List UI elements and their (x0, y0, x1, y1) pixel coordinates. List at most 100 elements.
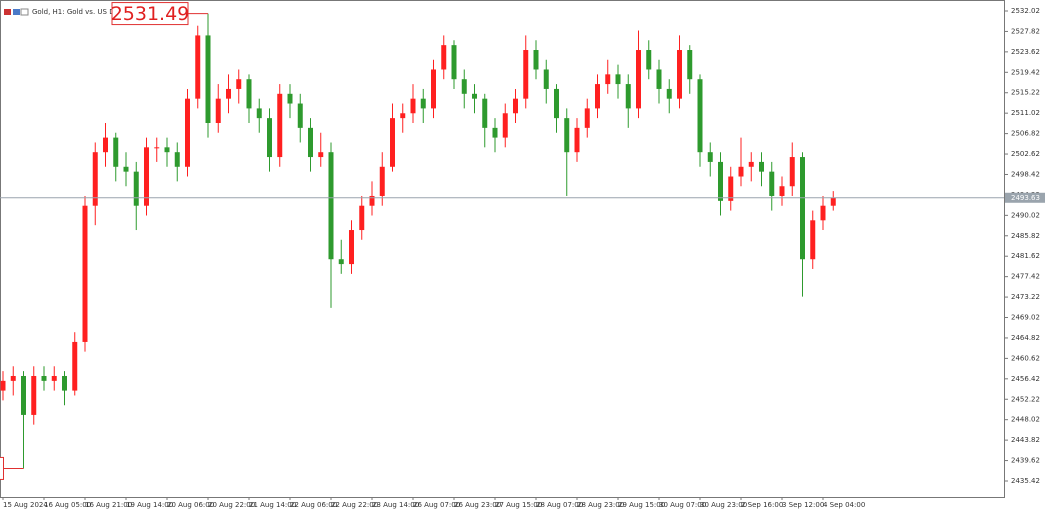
x-tick-label: 2 Sep 16:00 (741, 501, 783, 509)
candle-body (697, 79, 703, 153)
candle-body (605, 74, 611, 85)
extreme-label-box (0, 456, 4, 480)
x-tick-label: 30 Aug 07:00 (659, 501, 706, 509)
y-tick-label: 2532.02 (1011, 7, 1040, 15)
candle-body (574, 127, 580, 153)
x-tick-label: 22 Aug 22:00 (331, 501, 378, 509)
candle-body (666, 88, 672, 99)
y-tick-label: 2435.42 (1011, 477, 1040, 485)
candle-body (656, 69, 662, 89)
y-tick-label: 2502.62 (1011, 150, 1040, 158)
x-tick-label: 20 Aug 06:00 (167, 501, 214, 509)
x-tick-label: 26 Aug 23:00 (454, 501, 501, 509)
candle-body (420, 98, 426, 109)
candle-body (338, 259, 344, 265)
candle-body (810, 220, 816, 260)
x-tick-label: 27 Aug 15:00 (495, 501, 542, 509)
candle-body (113, 137, 119, 167)
candle-body (123, 166, 129, 172)
x-tick-label: 23 Aug 14:00 (372, 501, 419, 509)
x-tick-label: 19 Aug 14:00 (126, 501, 173, 509)
x-tick-label: 22 Aug 06:00 (290, 501, 337, 509)
candle-body (308, 127, 313, 158)
y-tick-label: 2448.02 (1011, 416, 1040, 424)
candle-body (441, 45, 447, 70)
y-tick-label: 2443.82 (1011, 436, 1040, 444)
candle-body (410, 98, 416, 114)
y-tick-label: 2485.82 (1011, 232, 1040, 240)
x-tick-label: 29 Aug 15:00 (618, 501, 665, 509)
candle-body (369, 195, 375, 206)
icon (4, 9, 11, 15)
candle-body (226, 88, 231, 99)
candle-body (51, 375, 57, 381)
candle-body (728, 176, 734, 201)
x-tick-label: 20 Aug 22:00 (208, 501, 255, 509)
x-tick-label: 3 Sep 12:00 (782, 501, 824, 509)
candle-body (174, 152, 180, 167)
candle-body (482, 98, 488, 128)
icon (20, 8, 29, 16)
current-price-box (1005, 192, 1045, 203)
extreme-label-box (111, 2, 189, 26)
extreme-label: 2531.49 (111, 3, 190, 25)
candle-body (133, 171, 139, 206)
x-tick-label: 28 Aug 23:00 (577, 501, 624, 509)
x-tick-label: 16 Aug 21:00 (85, 501, 132, 509)
candle-body (615, 74, 621, 85)
x-tick-label: 26 Aug 07:00 (413, 501, 460, 509)
candle-body (318, 152, 324, 158)
candle-body (297, 103, 303, 128)
candle-body (513, 98, 518, 114)
candle-body (636, 50, 641, 109)
x-tick-label: 4 Sep 04:00 (823, 501, 865, 509)
y-tick-label: 2511.02 (1011, 109, 1040, 117)
candle-body (0, 380, 6, 391)
candle-body (236, 79, 242, 89)
chart-title: Gold, H1: Gold vs. US Dollar (32, 8, 130, 16)
current-price-label: 2493.63 (1011, 194, 1040, 202)
candle-body (472, 93, 477, 99)
candle-body (564, 118, 570, 153)
candle-body (328, 152, 334, 260)
candle-body (185, 98, 190, 167)
candle-body (205, 35, 211, 123)
y-tick-label: 2498.42 (1011, 170, 1040, 178)
candle-body (830, 197, 836, 206)
candle-body (215, 98, 221, 123)
candle-body (287, 93, 293, 104)
candle-body (718, 161, 723, 201)
candle-body (646, 50, 652, 70)
candle-body (195, 35, 201, 99)
candle-body (400, 113, 406, 119)
candle-body (779, 186, 785, 196)
candle-body (359, 205, 365, 231)
candle-body (431, 69, 436, 109)
y-tick-label: 2519.42 (1011, 68, 1040, 76)
candle-body (349, 230, 354, 265)
candle-body (390, 118, 395, 167)
candle-body (72, 341, 78, 391)
candle-body (554, 88, 559, 119)
candle-body (738, 166, 744, 177)
plot-frame (0, 0, 1005, 498)
candle-body (82, 205, 88, 342)
candle-body (277, 93, 283, 158)
y-tick-label: 2481.62 (1011, 252, 1040, 260)
y-tick-label: 2527.82 (1011, 27, 1040, 35)
y-tick-label: 2490.02 (1011, 211, 1040, 219)
candle-body (595, 84, 600, 109)
candle-body (677, 50, 682, 99)
candle-body (164, 147, 170, 153)
candle-body (769, 171, 775, 196)
icon (13, 9, 20, 15)
candle-body (625, 84, 631, 109)
candle-body (21, 375, 26, 415)
y-tick-label: 2469.02 (1011, 314, 1040, 322)
candle-body (31, 375, 37, 415)
candle-body (103, 137, 108, 153)
candle-body (62, 375, 67, 391)
candle-body (543, 69, 549, 89)
x-tick-label: 28 Aug 07:00 (536, 501, 583, 509)
